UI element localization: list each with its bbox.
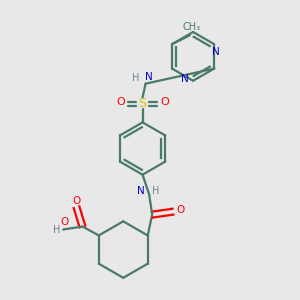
Text: H: H xyxy=(152,187,159,196)
Text: CH₃: CH₃ xyxy=(182,22,200,32)
Text: O: O xyxy=(160,98,169,107)
Text: H: H xyxy=(132,74,140,83)
Text: O: O xyxy=(72,196,81,206)
Text: N: N xyxy=(181,74,189,84)
Text: S: S xyxy=(139,98,147,110)
Text: H: H xyxy=(53,224,60,235)
Text: O: O xyxy=(61,217,69,227)
Text: N: N xyxy=(145,72,152,82)
Text: N: N xyxy=(212,46,220,57)
Text: O: O xyxy=(116,98,125,107)
Text: O: O xyxy=(177,205,185,215)
Text: N: N xyxy=(137,187,145,196)
